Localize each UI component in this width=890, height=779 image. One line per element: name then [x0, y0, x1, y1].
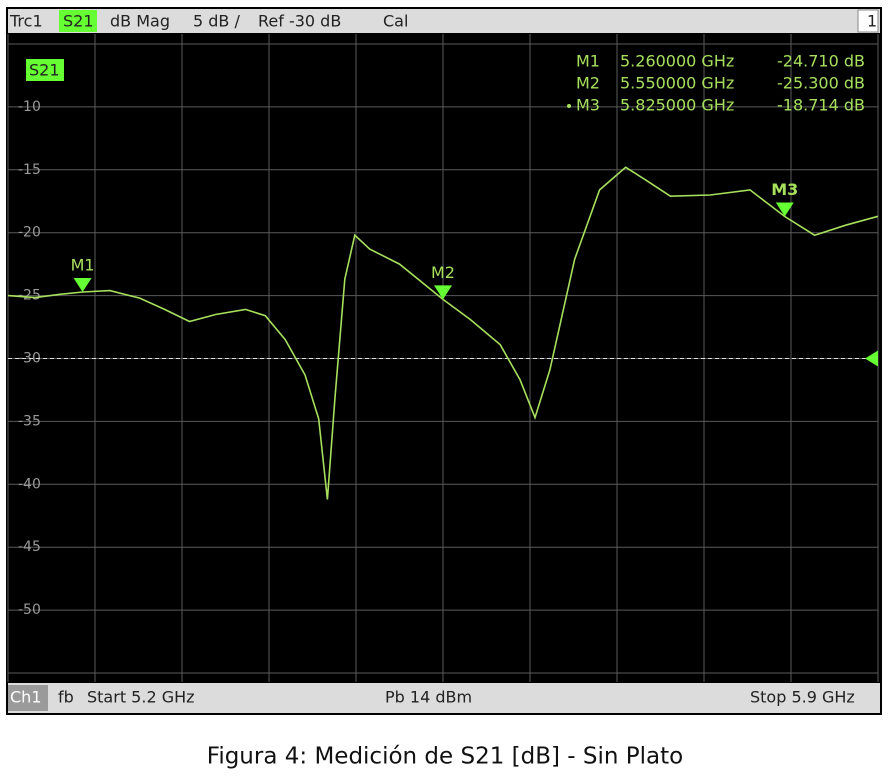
y-tick-label: -10 — [18, 99, 41, 115]
channel-num-bg — [857, 9, 879, 33]
marker-table-x: 5.260000 GHz — [620, 52, 734, 71]
y-tick-label: -35 — [18, 413, 41, 429]
trace — [7, 166, 879, 500]
channel-tag-bg — [8, 685, 48, 711]
trace-label: S21 — [29, 61, 60, 80]
header-bar — [8, 9, 880, 33]
header-item: 1 — [867, 12, 877, 31]
trace-label-bg — [26, 59, 64, 81]
marker-table-value: -24.710 dB — [777, 52, 865, 71]
header-item: S21 — [63, 12, 94, 31]
marker-table-name: M1 — [576, 52, 600, 71]
marker-table-value: -18.714 dB — [777, 96, 865, 115]
header-item: Ref -30 dB — [258, 12, 341, 31]
footer-item: Start 5.2 GHz — [87, 688, 195, 707]
y-tick-label: -20 — [18, 225, 41, 241]
footer-bar — [8, 683, 880, 713]
footer-item: Pb 14 dBm — [385, 688, 472, 707]
caption: Figura 4: Medición de S21 [dB] - Sin Pla… — [207, 744, 683, 770]
marker-name: M3 — [771, 180, 798, 199]
header-item: dB Mag — [110, 12, 170, 31]
marker-triangle — [434, 285, 452, 300]
marker-table-value: -25.300 dB — [777, 74, 865, 93]
y-tick-label: -45 — [18, 539, 41, 555]
marker-name: M2 — [431, 263, 455, 282]
marker-table-name: M3 — [576, 96, 600, 115]
header-item: Cal — [383, 12, 408, 31]
y-tick-label: -50 — [18, 602, 41, 618]
header-item: 5 dB / — [193, 12, 240, 31]
header-item: Trc1 — [9, 12, 43, 31]
footer-item: Stop 5.9 GHz — [750, 688, 855, 707]
marker-name: M1 — [71, 255, 95, 274]
marker-triangle — [775, 202, 794, 217]
marker-table-x: 5.825000 GHz — [620, 96, 734, 115]
footer-item: Ch1 — [10, 688, 42, 707]
trace-tag-bg — [59, 10, 97, 32]
y-tick-label: -25 — [18, 288, 41, 304]
y-tick-label: -15 — [18, 162, 41, 178]
active-marker-dot — [567, 104, 571, 108]
ref-marker — [865, 350, 878, 367]
marker-table-name: M2 — [576, 74, 600, 93]
y-tick-label: -40 — [18, 476, 41, 492]
marker-table-x: 5.550000 GHz — [620, 74, 734, 93]
footer-item: fb — [58, 688, 74, 707]
marker-triangle — [73, 277, 92, 292]
screen-frame — [6, 7, 882, 715]
